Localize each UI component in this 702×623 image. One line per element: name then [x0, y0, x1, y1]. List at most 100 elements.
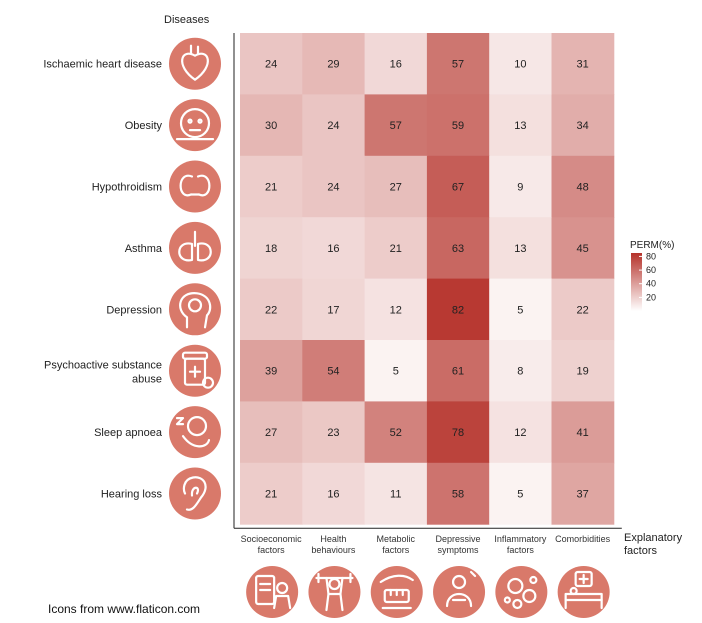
cell-value-label: 67 — [452, 182, 464, 194]
heatmap-cell — [426, 155, 490, 218]
cell-value-label: 17 — [327, 304, 339, 316]
legend-tick-label: 80 — [646, 251, 656, 261]
cell-value-label: 45 — [577, 243, 589, 255]
heatmap-cell — [364, 340, 428, 402]
cell-value-label: 11 — [390, 489, 401, 501]
heatmap-cell — [551, 340, 615, 402]
cell-value-label: 24 — [327, 120, 339, 132]
column-label: Comorbidities — [555, 534, 611, 544]
heatmap-cell — [426, 94, 490, 157]
heatmap-cell — [426, 278, 490, 341]
cell-value-label: 5 — [517, 489, 523, 501]
cell-value-label: 58 — [452, 489, 464, 501]
column-label: Health behaviours — [311, 534, 356, 555]
cells-icon — [495, 566, 548, 618]
row-label: Asthma — [125, 243, 163, 255]
heatmap-cell — [302, 401, 366, 464]
heatmap-cell — [426, 401, 490, 464]
cell-value-label: 52 — [390, 427, 402, 439]
cell-value-label: 54 — [327, 366, 339, 378]
cell-value-label: 29 — [327, 59, 339, 71]
cell-value-label: 5 — [393, 366, 399, 378]
pill-bottle-icon — [169, 344, 221, 397]
legend-title: PERM(%) — [630, 240, 674, 251]
row-label: Hearing loss — [101, 489, 163, 501]
heatmap-cell — [364, 94, 428, 157]
cell-value-label: 8 — [517, 366, 523, 378]
cell-value-label: 57 — [452, 59, 464, 71]
cell-value-label: 9 — [517, 182, 523, 194]
legend-colorbar — [631, 253, 642, 311]
heatmap-cell — [302, 94, 366, 157]
heatmap-cell — [240, 401, 303, 464]
heatmap-cell — [489, 278, 552, 341]
heatmap-cell — [364, 401, 428, 464]
measuring-tape-icon — [370, 566, 423, 618]
cell-value-label: 10 — [514, 59, 526, 71]
row-label: Obesity — [125, 120, 163, 132]
cell-value-label: 41 — [577, 427, 589, 439]
heatmap-cell — [426, 462, 490, 525]
cell-value-label: 48 — [577, 182, 589, 194]
heatmap-cell — [426, 33, 490, 95]
heatmap-cell — [240, 94, 303, 157]
heatmap-cell — [426, 340, 490, 402]
heatmap-cell — [240, 33, 303, 95]
cell-value-label: 63 — [452, 243, 464, 255]
heatmap-cell — [364, 217, 428, 280]
weightlifter-icon — [308, 566, 361, 618]
cell-value-label: 13 — [514, 243, 526, 255]
column-label: Metabolic factors — [377, 534, 416, 555]
cell-value-label: 16 — [390, 59, 402, 71]
sleeping-person-icon — [169, 406, 221, 459]
obese-person-icon — [169, 99, 221, 152]
cell-value-label: 61 — [452, 366, 464, 378]
heatmap-cell — [489, 155, 552, 218]
hospital-bed-icon — [557, 566, 610, 618]
ear-icon — [169, 467, 221, 520]
heatmap-cell — [551, 217, 615, 280]
legend-tick-label: 20 — [646, 292, 656, 302]
legend-tick-label: 40 — [646, 279, 656, 289]
cell-value-label: 12 — [514, 427, 526, 439]
cell-value-label: 18 — [265, 243, 277, 255]
heatmap-cell — [489, 340, 552, 402]
legend-tick-label: 60 — [646, 265, 656, 275]
row-label: Depression — [106, 304, 162, 316]
cell-value-label: 22 — [265, 304, 277, 316]
sad-person-icon — [433, 566, 486, 618]
cell-value-label: 59 — [452, 120, 464, 132]
heatmap-cell — [551, 155, 615, 218]
cell-value-label: 21 — [390, 243, 402, 255]
heatmap-cell — [426, 217, 490, 280]
row-label: Sleep apnoea — [94, 427, 163, 439]
cell-value-label: 30 — [265, 120, 277, 132]
cell-value-label: 24 — [327, 182, 339, 194]
lungs-icon — [169, 221, 221, 274]
row-label: Hypothroidism — [92, 182, 162, 194]
heatmap-cell — [551, 462, 615, 525]
cell-value-label: 5 — [517, 304, 523, 316]
cell-value-label: 19 — [577, 366, 589, 378]
heatmap-cell — [551, 94, 615, 157]
row-label: Ischaemic heart disease — [43, 59, 162, 71]
cell-value-label: 82 — [452, 304, 464, 316]
column-label: Inflammatory factors — [494, 534, 547, 555]
cell-value-label: 22 — [577, 304, 589, 316]
heatmap-cell — [551, 33, 615, 95]
cell-value-label: 57 — [390, 120, 402, 132]
heatmap-cell — [489, 401, 552, 464]
heatmap-cell — [302, 462, 366, 525]
heatmap-cell — [302, 278, 366, 341]
cell-value-label: 16 — [327, 489, 339, 501]
cell-value-label: 39 — [265, 366, 277, 378]
cell-value-label: 34 — [577, 120, 589, 132]
cell-value-label: 21 — [265, 489, 277, 501]
cell-value-label: 23 — [327, 427, 339, 439]
heatmap-cell — [302, 340, 366, 402]
thyroid-icon — [169, 160, 221, 213]
cell-value-label: 27 — [265, 427, 277, 439]
heatmap-cell — [489, 94, 552, 157]
heatmap-cell — [302, 33, 366, 95]
cell-value-label: 21 — [265, 182, 277, 194]
